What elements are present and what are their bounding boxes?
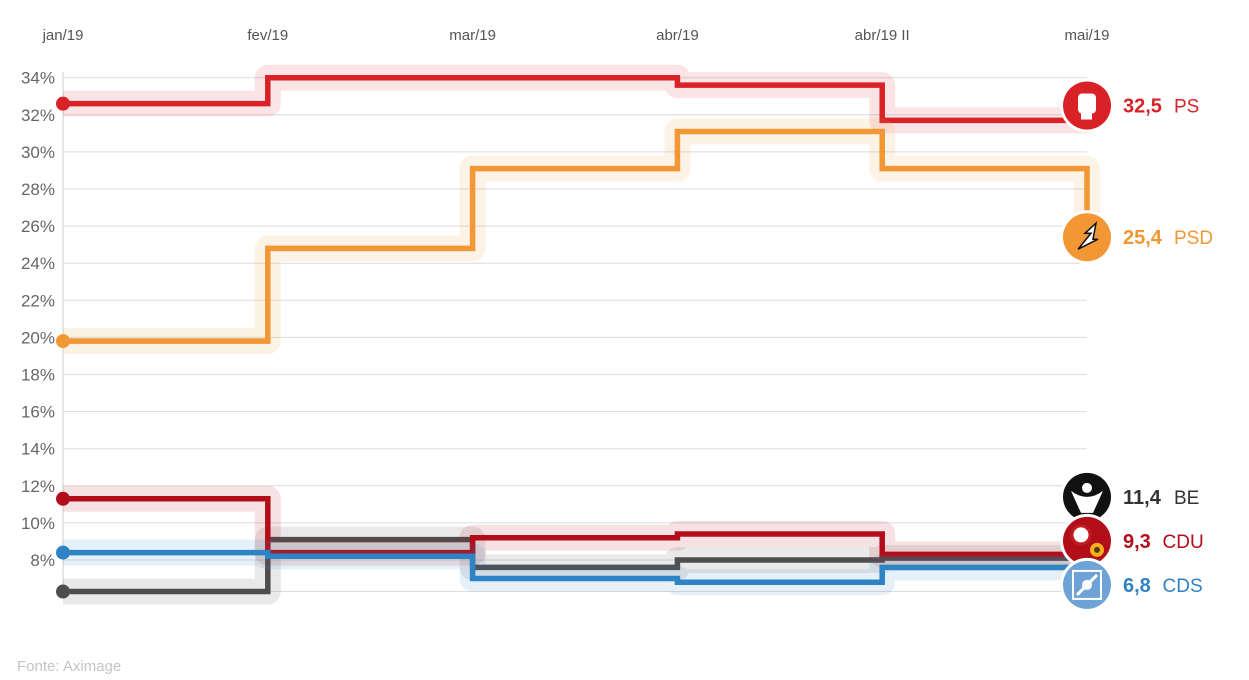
- end-name-CDU: CDU: [1163, 532, 1204, 553]
- end-name-BE: BE: [1174, 488, 1199, 509]
- be-figure-icon-head: [1082, 482, 1092, 493]
- series-start-dot-PS: [56, 96, 70, 111]
- y-tick-label: 18%: [21, 366, 55, 385]
- x-tick-label: jan/19: [42, 27, 84, 44]
- series-line-PSD: [63, 128, 1090, 344]
- fist-icon: [1060, 78, 1114, 133]
- x-tick-label: fev/19: [247, 27, 288, 44]
- hammer-sickle-icon-sunflower-center: [1094, 546, 1100, 553]
- fist-icon-wrist: [1081, 111, 1092, 120]
- y-tick-label: 22%: [21, 291, 55, 310]
- cds-emblem-icon-dot: [1082, 579, 1092, 590]
- y-tick-label: 28%: [21, 180, 55, 199]
- y-tick-label: 12%: [21, 477, 55, 496]
- y-tick-label: 34%: [21, 69, 55, 88]
- hammer-sickle-icon: [1060, 513, 1114, 568]
- end-name-CDS: CDS: [1163, 576, 1203, 597]
- be-figure-icon-body: [1071, 490, 1103, 513]
- end-name-PS: PS: [1174, 97, 1199, 118]
- y-tick-label: 8%: [30, 551, 55, 570]
- cds-emblem-icon: [1060, 557, 1114, 612]
- series-line-CDS: [63, 549, 1090, 586]
- y-tick-label: 16%: [21, 403, 55, 422]
- end-value-CDU: 9,3: [1123, 531, 1151, 553]
- end-value-CDS: 6,8: [1123, 575, 1151, 597]
- y-tick-label: 32%: [21, 106, 55, 125]
- y-axis: 8% 10% 12% 14% 16% 18% 20% 22% 24% 26% 28% 30% 32% 34…: [21, 69, 55, 570]
- y-tick-label: 14%: [21, 440, 55, 459]
- y-tick-label: 24%: [21, 254, 55, 273]
- hammer-sickle-icon-sickle: [1070, 524, 1092, 546]
- x-axis: jan/19 fev/19 mar/19 abr/19 abr/19 II mai/19: [42, 27, 1110, 44]
- x-tick-label: abr/19: [656, 27, 699, 44]
- y-tick-label: 26%: [21, 217, 55, 236]
- series-halo-PSD: [63, 118, 1100, 355]
- x-tick-label: mai/19: [1064, 27, 1109, 44]
- end-labels: 32,5 PS 25,4 PSD 11,4 BE 9,3 CDU 6,8 CDS: [1123, 96, 1213, 597]
- y-tick-label: 10%: [21, 514, 55, 533]
- series-lines: [56, 64, 1100, 605]
- series-line-PS: [63, 74, 1090, 124]
- series-start-dot-BE: [56, 584, 70, 599]
- series-halo-PS: [63, 64, 1100, 134]
- end-name-PSD: PSD: [1174, 228, 1213, 249]
- x-tick-label: mar/19: [449, 27, 496, 44]
- cds-emblem-icon-frame: [1072, 569, 1102, 600]
- end-value-BE: 11,4: [1123, 487, 1162, 509]
- psd-arrow-icon-arrow: [1077, 221, 1099, 250]
- series-line-CDU: [63, 496, 1090, 558]
- y-tick-label: 30%: [21, 143, 55, 162]
- end-value-PS: 32,5: [1123, 96, 1162, 118]
- series-start-dot-PSD: [56, 334, 70, 349]
- x-tick-label: abr/19 II: [855, 27, 910, 44]
- source-note: Fonte: Aximage: [17, 658, 122, 675]
- series-start-dot-CDS: [56, 545, 70, 560]
- end-value-PSD: 25,4: [1123, 227, 1163, 249]
- fist-icon-fist: [1078, 93, 1096, 114]
- series-start-dot-CDU: [56, 491, 70, 506]
- party-icons: [1060, 78, 1114, 612]
- be-figure-icon: [1060, 469, 1114, 524]
- y-tick-label: 20%: [21, 328, 55, 347]
- psd-arrow-icon: [1060, 210, 1114, 265]
